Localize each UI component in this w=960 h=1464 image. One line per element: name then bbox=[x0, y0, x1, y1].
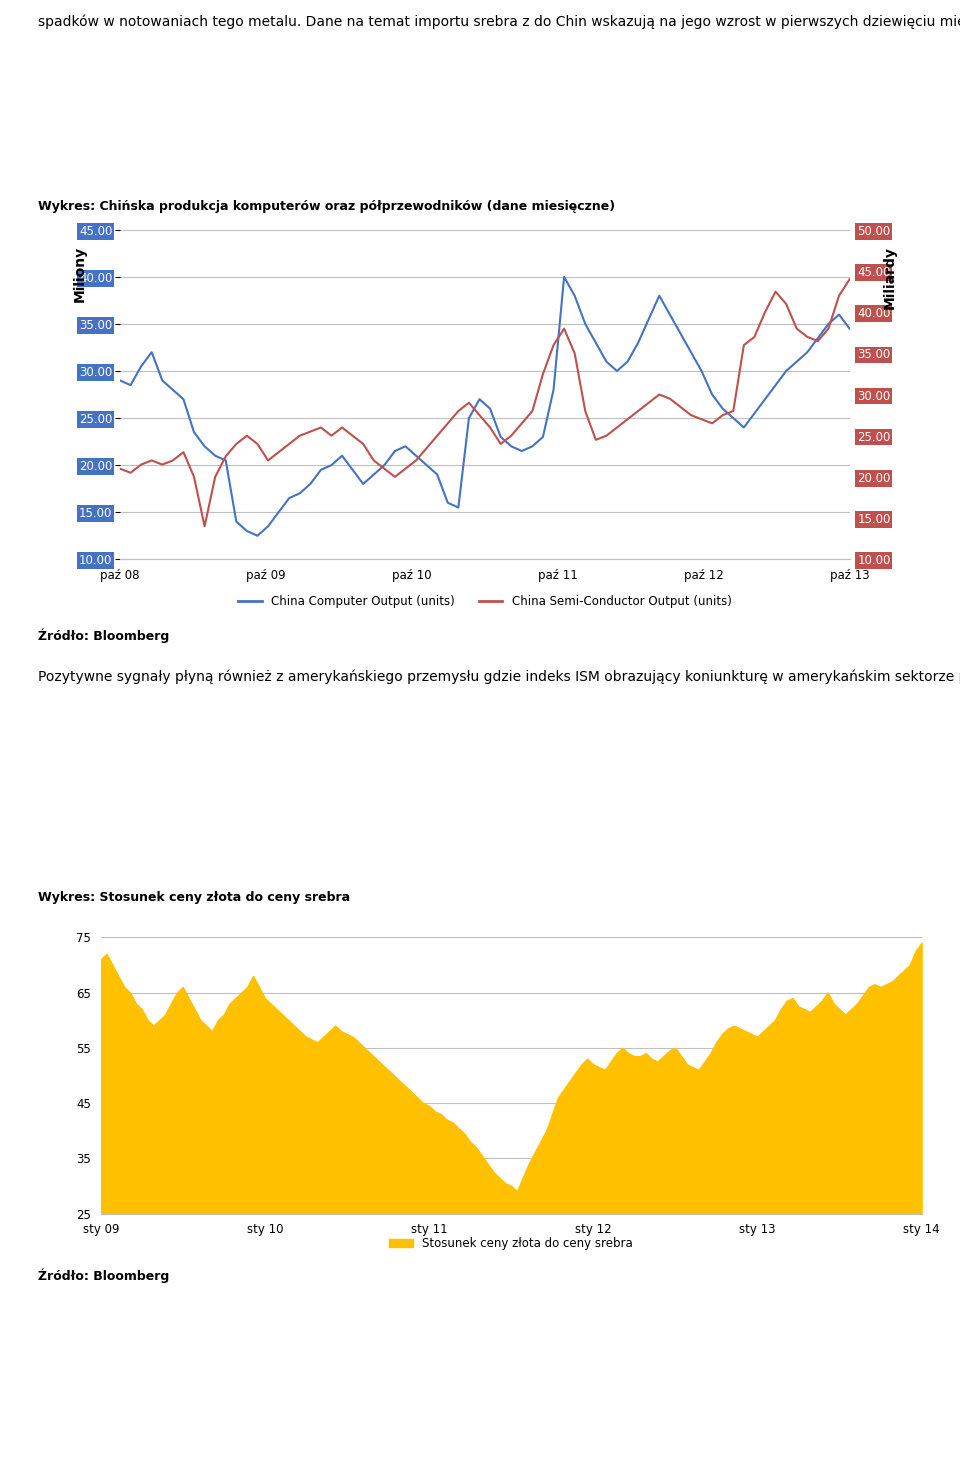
Text: Miliardy: Miliardy bbox=[883, 246, 897, 309]
Text: spadków w notowaniach tego metalu. Dane na temat importu srebra z do Chin wskazu: spadków w notowaniach tego metalu. Dane … bbox=[38, 15, 960, 29]
Text: Miliony: Miliony bbox=[73, 246, 86, 303]
Legend: China Computer Output (units), China Semi-Conductor Output (units): China Computer Output (units), China Sem… bbox=[233, 590, 736, 612]
Text: Źródło: Bloomberg: Źródło: Bloomberg bbox=[38, 630, 170, 643]
Legend: Stosunek ceny złota do ceny srebra: Stosunek ceny złota do ceny srebra bbox=[385, 1233, 637, 1255]
Text: Wykres: Stosunek ceny złota do ceny srebra: Wykres: Stosunek ceny złota do ceny sreb… bbox=[38, 892, 350, 903]
Text: Wykres: Chińska produkcja komputerów oraz półprzewodników (dane miesięczne): Wykres: Chińska produkcja komputerów ora… bbox=[38, 201, 615, 212]
Text: Pozytywne sygnały płyną również z amerykańskiego przemysłu gdzie indeks ISM obra: Pozytywne sygnały płyną również z ameryk… bbox=[38, 669, 960, 684]
Text: Źródło: Bloomberg: Źródło: Bloomberg bbox=[38, 1269, 170, 1282]
